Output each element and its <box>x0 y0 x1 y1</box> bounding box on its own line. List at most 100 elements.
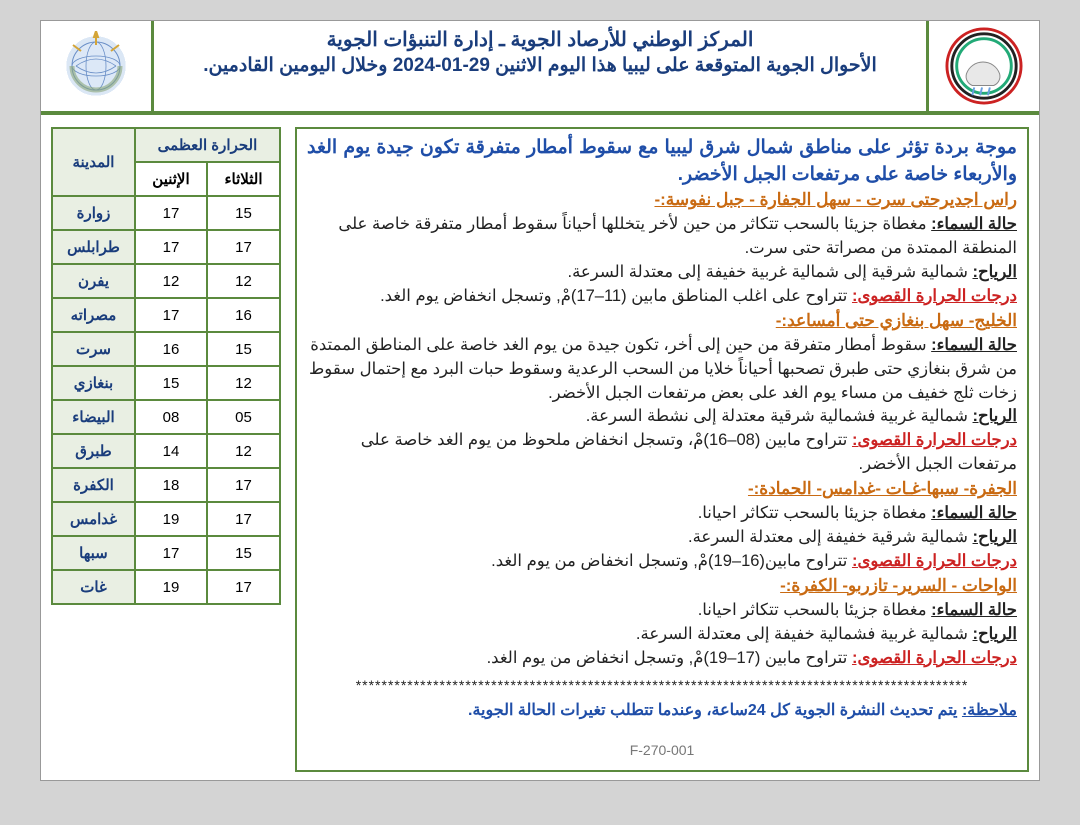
cell-mon: 17 <box>135 536 207 570</box>
cell-tue: 16 <box>207 298 280 332</box>
wind-text: شمالية شرقية خفيفة إلى معتدلة السرعة. <box>688 528 968 546</box>
forecast-panel: موجة بردة تؤثر على مناطق شمال شرق ليبيا … <box>295 127 1029 772</box>
cell-mon: 18 <box>135 468 207 502</box>
bulletin-subtitle: الأحوال الجوية المتوقعة على ليبيا هذا ال… <box>158 54 922 77</box>
logo-left <box>41 21 151 111</box>
sky-label: حالة السماء: <box>931 336 1017 354</box>
wind-text: شمالية غربية فشمالية شرقية معتدلة إلى نش… <box>586 407 968 425</box>
sky-text: مغطاة جزيئا بالسحب تتكاثر من حين لأخر يت… <box>338 215 1017 257</box>
summary-text: موجة بردة تؤثر على مناطق شمال شرق ليبيا … <box>307 135 1017 188</box>
note-label: ملاحظة: <box>962 702 1017 719</box>
sky-text: مغطاة جزيئا بالسحب تتكاثر احيانا. <box>698 601 927 619</box>
wind-text: شمالية شرقية إلى شمالية غربية خفيفة إلى … <box>567 263 967 281</box>
cell-city: طرابلس <box>52 230 135 264</box>
separator-stars: ****************************************… <box>307 675 1017 695</box>
region-title: الخليج- سهل بنغازي حتى أمساعد:- <box>776 311 1017 330</box>
wind-label: الرياح: <box>973 263 1017 281</box>
sky-label: حالة السماء: <box>931 601 1017 619</box>
table-row: 1212يفرن <box>52 264 280 298</box>
table-row: 1517سبها <box>52 536 280 570</box>
cell-tue: 15 <box>207 196 280 230</box>
cell-city: بنغازي <box>52 366 135 400</box>
cell-city: زوارة <box>52 196 135 230</box>
note-text: يتم تحديث النشرة الجوية كل 24ساعة، وعندم… <box>468 702 957 719</box>
region-3: الواحات - السرير- تازربو- الكفرة:- حالة … <box>307 574 1017 671</box>
cell-mon: 17 <box>135 230 207 264</box>
cell-mon: 17 <box>135 298 207 332</box>
region-2: الجفرة- سبها-غـات -غدامس- الحمادة:- حالة… <box>307 477 1017 574</box>
region-title: الجفرة- سبها-غـات -غدامس- الحمادة:- <box>748 479 1017 498</box>
cell-mon: 15 <box>135 366 207 400</box>
temp-text: تتراوح على اغلب المناطق مابين (11–17)مْ,… <box>380 287 847 305</box>
sky-label: حالة السماء: <box>931 504 1017 522</box>
update-note: ملاحظة: يتم تحديث النشرة الجوية كل 24ساع… <box>307 699 1017 722</box>
form-code: F-270-001 <box>307 740 1017 760</box>
col-tuesday: الثلاثاء <box>207 162 280 196</box>
cell-tue: 15 <box>207 332 280 366</box>
wind-text: شمالية غربية فشمالية خفيفة إلى معتدلة ال… <box>636 625 968 643</box>
region-title: الواحات - السرير- تازربو- الكفرة:- <box>780 576 1017 595</box>
cell-tue: 17 <box>207 230 280 264</box>
cell-mon: 14 <box>135 434 207 468</box>
cell-mon: 12 <box>135 264 207 298</box>
cell-tue: 12 <box>207 434 280 468</box>
table-row: 1516سرت <box>52 332 280 366</box>
wind-label: الرياح: <box>973 625 1017 643</box>
col-monday: الإثنين <box>135 162 207 196</box>
region-0: راس اجديرحتى سرت - سهل الجفارة - جبل نفو… <box>307 188 1017 309</box>
cell-city: غدامس <box>52 502 135 536</box>
header-titles: المركز الوطني للأرصاد الجوية ـ إدارة الت… <box>151 21 929 111</box>
table-row: 1718الكفرة <box>52 468 280 502</box>
wmo-logo-icon <box>61 31 131 101</box>
table-row: 1719غات <box>52 570 280 604</box>
cell-tue: 12 <box>207 366 280 400</box>
region-title: راس اجديرحتى سرت - سهل الجفارة - جبل نفو… <box>654 190 1017 209</box>
cell-city: الكفرة <box>52 468 135 502</box>
table-row: 1717طرابلس <box>52 230 280 264</box>
cell-tue: 15 <box>207 536 280 570</box>
weather-bulletin: المركز الوطني للأرصاد الجوية ـ إدارة الت… <box>40 20 1040 781</box>
cell-tue: 17 <box>207 570 280 604</box>
temp-label: درجات الحرارة القصوى: <box>852 649 1017 667</box>
wind-label: الرياح: <box>973 528 1017 546</box>
col-max-temp: الحرارة العظمى <box>135 128 280 162</box>
cell-city: سبها <box>52 536 135 570</box>
cell-tue: 05 <box>207 400 280 434</box>
temp-label: درجات الحرارة القصوى: <box>852 552 1017 570</box>
wind-label: الرياح: <box>973 407 1017 425</box>
org-title: المركز الوطني للأرصاد الجوية ـ إدارة الت… <box>158 27 922 52</box>
sky-text: سقوط أمطار متفرقة من حين إلى أخر، تكون ج… <box>309 336 1017 402</box>
table-row: 1215بنغازي <box>52 366 280 400</box>
col-city: المدينة <box>52 128 135 196</box>
table-row: 1214طبرق <box>52 434 280 468</box>
body: موجة بردة تؤثر على مناطق شمال شرق ليبيا … <box>41 115 1039 780</box>
header: المركز الوطني للأرصاد الجوية ـ إدارة الت… <box>41 21 1039 115</box>
cell-mon: 16 <box>135 332 207 366</box>
cell-mon: 17 <box>135 196 207 230</box>
logo-right <box>929 21 1039 111</box>
cell-tue: 17 <box>207 468 280 502</box>
table-row: 0508البيضاء <box>52 400 280 434</box>
cell-city: البيضاء <box>52 400 135 434</box>
cell-city: غات <box>52 570 135 604</box>
temp-label: درجات الحرارة القصوى: <box>852 287 1017 305</box>
cell-city: مصراته <box>52 298 135 332</box>
cell-city: يفرن <box>52 264 135 298</box>
table-row: 1517زوارة <box>52 196 280 230</box>
sky-label: حالة السماء: <box>931 215 1017 233</box>
sky-text: مغطاة جزيئا بالسحب تتكاثر احيانا. <box>698 504 927 522</box>
table-row: 1719غدامس <box>52 502 280 536</box>
cell-mon: 19 <box>135 502 207 536</box>
cell-city: سرت <box>52 332 135 366</box>
temp-text: تتراوح مابين (17–19)مْ, وتسجل انخفاض من … <box>487 649 848 667</box>
region-1: الخليج- سهل بنغازي حتى أمساعد:- حالة الس… <box>307 309 1017 477</box>
cell-mon: 08 <box>135 400 207 434</box>
table-row: 1617مصراته <box>52 298 280 332</box>
temperature-table: الحرارة العظمى المدينة الثلاثاء الإثنين … <box>51 127 281 605</box>
temp-label: درجات الحرارة القصوى: <box>852 431 1017 449</box>
cell-tue: 17 <box>207 502 280 536</box>
libya-met-logo-icon <box>945 27 1023 105</box>
cell-mon: 19 <box>135 570 207 604</box>
temp-text: تتراوح مابين(16–19)مْ, وتسجل انخفاض من ي… <box>491 552 847 570</box>
cell-city: طبرق <box>52 434 135 468</box>
